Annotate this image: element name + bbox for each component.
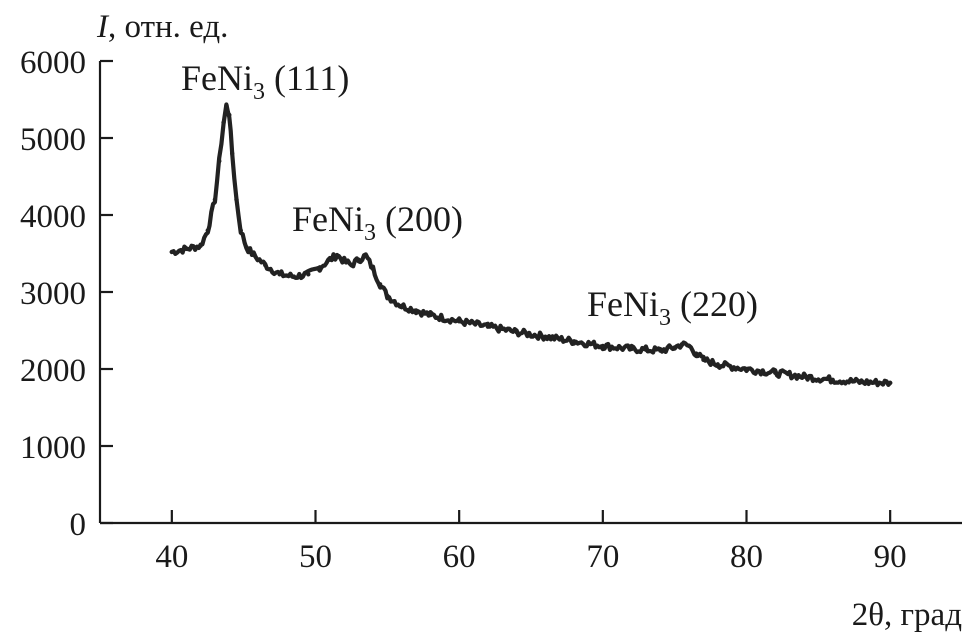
peak-label: FeNi3 (220): [587, 284, 758, 331]
data-point: [291, 274, 297, 279]
x-tick-label: 40: [155, 539, 188, 575]
data-point: [349, 262, 354, 268]
diffraction-series-line: [169, 102, 893, 388]
data-point: [428, 312, 433, 318]
data-point: [342, 259, 347, 264]
x-tick-label: 60: [443, 539, 476, 575]
peak-label-formula: FeNi: [292, 199, 364, 239]
data-point: [327, 257, 333, 262]
data-point: [643, 347, 649, 352]
data-point: [198, 243, 203, 248]
x-axis: 40 50 60 70 80 90: [100, 510, 962, 575]
peak-label-subscript: 3: [253, 79, 265, 105]
peak-label: FeNi3 (111): [181, 58, 349, 105]
data-point: [715, 362, 720, 367]
data-point: [306, 272, 311, 277]
x-tick-label: 50: [299, 539, 332, 575]
data-point: [334, 252, 340, 258]
data-point: [234, 197, 239, 202]
x-tick-label: 70: [586, 539, 619, 575]
data-point: [277, 272, 282, 277]
data-point: [830, 377, 835, 382]
data-point: [773, 370, 778, 376]
data-point: [485, 324, 491, 329]
data-point: [169, 249, 175, 255]
peak-label-hkl: (111): [265, 58, 349, 98]
data-point: [370, 266, 376, 272]
data-point: [251, 252, 256, 258]
data-point: [744, 366, 749, 372]
y-tick-label: 2000: [20, 353, 86, 389]
data-point: [356, 257, 361, 262]
data-point: [456, 319, 462, 324]
data-point: [658, 348, 663, 353]
data-point: [224, 103, 229, 108]
data-point: [629, 346, 634, 352]
data-point: [317, 265, 323, 270]
y-tick-label: 0: [70, 507, 87, 543]
y-tick-label: 3000: [20, 276, 86, 312]
data-point: [377, 282, 383, 287]
y-axis-title-rest: , отн. ед.: [108, 9, 228, 45]
peak-label: FeNi3 (200): [292, 199, 463, 246]
data-point: [887, 380, 893, 386]
y-axis-title: I, отн. ед.: [96, 9, 228, 45]
data-point: [413, 308, 419, 313]
peak-label-formula: FeNi: [181, 58, 253, 98]
data-point: [217, 158, 222, 164]
data-point: [229, 151, 235, 156]
data-point: [399, 303, 404, 309]
data-point: [543, 334, 548, 339]
data-series: [169, 102, 893, 388]
x-axis-title: 2θ, град: [852, 597, 962, 633]
peak-label-subscript: 3: [659, 305, 671, 331]
data-point: [801, 374, 807, 379]
y-axis-title-italic: I: [96, 9, 110, 45]
peak-label-hkl: (200): [376, 199, 463, 239]
data-point: [184, 246, 189, 252]
data-point: [571, 339, 577, 344]
x-tick-label: 80: [730, 539, 763, 575]
data-point: [221, 120, 226, 125]
data-point: [701, 357, 706, 362]
data-point: [694, 351, 699, 356]
data-point: [672, 345, 677, 350]
data-point: [212, 197, 218, 202]
peak-label-formula: FeNi: [587, 284, 659, 324]
data-point: [227, 112, 232, 118]
peak-label-hkl: (220): [671, 284, 758, 324]
peak-annotations: FeNi3 (111)FeNi3 (200)FeNi3 (220): [181, 58, 758, 331]
data-point: [686, 343, 692, 349]
y-tick-label: 1000: [20, 430, 86, 466]
data-point: [263, 262, 268, 268]
y-tick-label: 5000: [20, 122, 86, 158]
data-point: [600, 343, 606, 349]
peak-label-subscript: 3: [364, 220, 376, 246]
data-point: [385, 293, 390, 299]
data-point: [238, 228, 243, 233]
data-point: [514, 329, 519, 335]
data-point: [244, 245, 249, 250]
data-point: [363, 253, 368, 259]
y-tick-label: 4000: [20, 199, 86, 235]
x-tick-label: 90: [874, 539, 907, 575]
y-tick-label: 6000: [20, 45, 86, 81]
y-axis: 0 1000 2000 3000 4000 5000 6000: [20, 45, 113, 543]
data-point: [205, 228, 210, 233]
data-point: [859, 379, 864, 385]
data-point: [679, 342, 685, 347]
data-point: [392, 299, 397, 304]
